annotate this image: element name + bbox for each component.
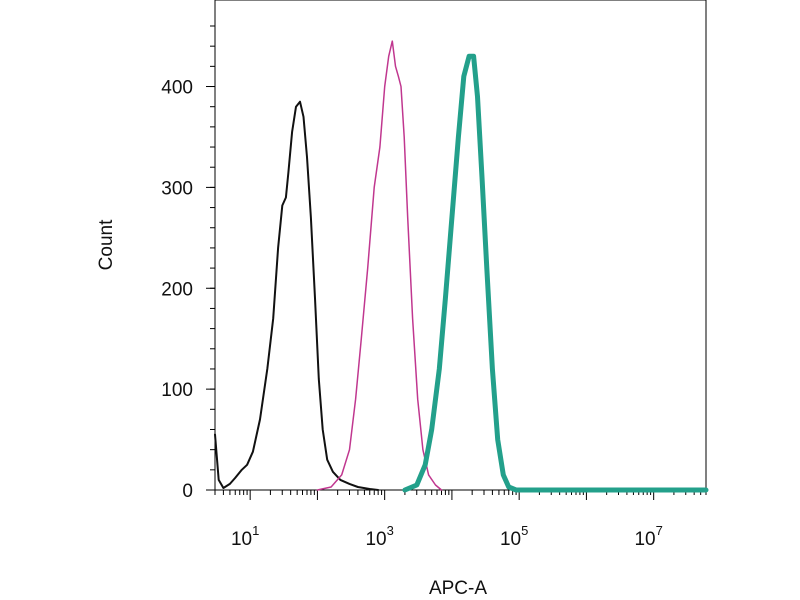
- y-axis-title: Count: [96, 219, 117, 270]
- x-tick-label: 101: [231, 523, 259, 550]
- x-axis-title: APC-A: [429, 578, 487, 599]
- y-tick-label: 200: [161, 279, 193, 300]
- y-axis-major-ticks: [206, 86, 215, 491]
- x-axis-tick-labels: 101 103 105 107: [231, 523, 663, 550]
- x-tick-label: 103: [365, 523, 393, 550]
- plot-frame: [214, 0, 707, 491]
- histogram-series: [214, 40, 709, 493]
- y-tick-label: 0: [182, 481, 193, 502]
- y-tick-label: 100: [161, 380, 193, 401]
- y-tick-label: 400: [161, 78, 193, 99]
- x-axis-major-ticks: [249, 490, 655, 500]
- x-tick-label: 105: [500, 523, 528, 550]
- histogram-line-3: [402, 53, 709, 493]
- histogram-line-2: [316, 40, 443, 491]
- histogram-line-1: [214, 100, 380, 491]
- y-axis-minor-ticks: [210, 25, 215, 491]
- y-axis-tick-labels: 0 100 200 300 400: [161, 78, 193, 502]
- y-tick-label: 300: [161, 178, 193, 199]
- x-tick-label: 107: [634, 523, 662, 550]
